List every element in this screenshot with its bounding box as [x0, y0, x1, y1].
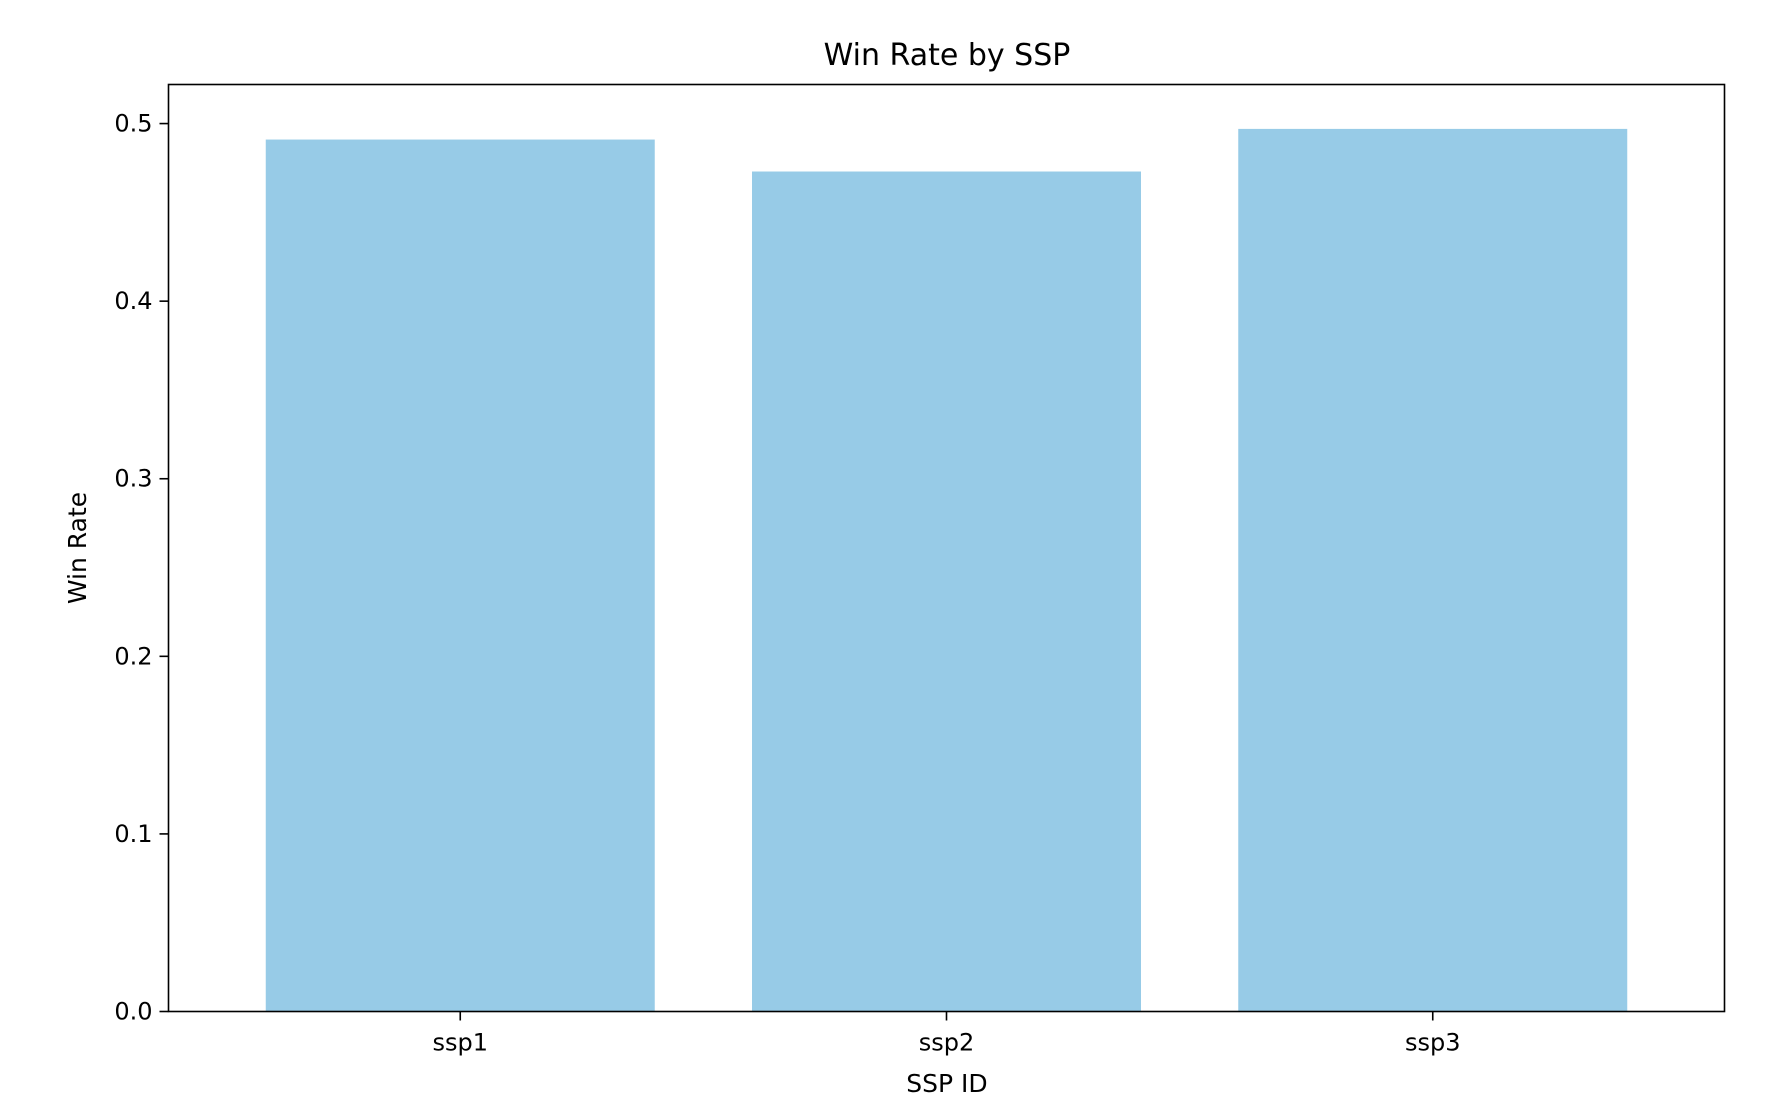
y-tick-label: 0.3 — [114, 465, 152, 493]
y-axis-label: Win Rate — [63, 492, 92, 604]
y-tick-label: 0.0 — [114, 998, 152, 1026]
x-axis-ticks: ssp1 ssp2 ssp3 — [432, 1011, 1461, 1057]
bar-ssp3 — [1238, 128, 1628, 1012]
bars-group — [265, 128, 1628, 1012]
y-tick-label: 0.2 — [114, 642, 152, 670]
bar-ssp1 — [265, 139, 655, 1012]
x-tick-label: ssp3 — [1405, 1029, 1461, 1057]
plot-area-frame — [167, 83, 1726, 1013]
y-axis-ticks: 0.0 0.1 0.2 0.3 0.4 0.5 — [114, 110, 169, 1026]
y-tick-label: 0.5 — [114, 110, 152, 138]
bar-ssp2 — [752, 171, 1141, 1012]
x-tick-label: ssp1 — [432, 1029, 488, 1057]
y-tick-label: 0.4 — [114, 287, 152, 315]
chart-title: Win Rate by SSP — [824, 38, 1071, 73]
y-tick-label: 0.1 — [114, 820, 152, 848]
x-axis-label: SSP ID — [906, 1069, 987, 1098]
x-tick-label: ssp2 — [919, 1029, 975, 1057]
